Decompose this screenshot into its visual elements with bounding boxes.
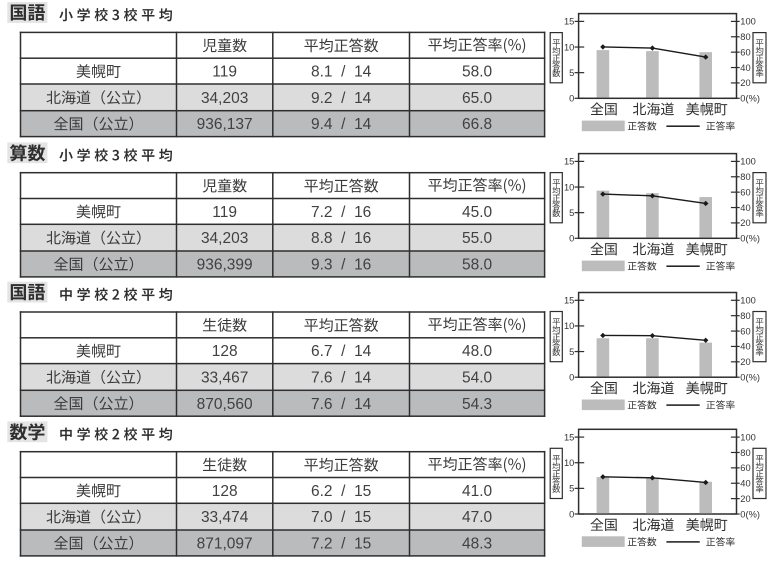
svg-text:128: 128 xyxy=(212,483,238,500)
svg-text:58.0: 58.0 xyxy=(462,64,493,81)
svg-text:0: 0 xyxy=(569,373,574,383)
svg-text:45.0: 45.0 xyxy=(462,204,493,221)
svg-text:119: 119 xyxy=(212,64,237,81)
svg-text:936,137: 936,137 xyxy=(197,116,253,133)
svg-text:0(%): 0(%) xyxy=(740,234,760,244)
svg-text:34,203: 34,203 xyxy=(201,90,248,107)
svg-text:15: 15 xyxy=(564,157,574,167)
svg-text:80: 80 xyxy=(740,32,750,42)
svg-text:5: 5 xyxy=(569,484,574,494)
svg-text:34,203: 34,203 xyxy=(201,230,248,247)
svg-text:54.3: 54.3 xyxy=(462,396,492,413)
svg-text:0(%): 0(%) xyxy=(740,373,760,383)
svg-text:871,097: 871,097 xyxy=(197,535,253,552)
svg-text:60: 60 xyxy=(740,187,750,197)
svg-text:0(%): 0(%) xyxy=(740,94,760,104)
svg-text:10: 10 xyxy=(564,458,574,468)
svg-text:65.0: 65.0 xyxy=(462,90,493,107)
svg-text:15: 15 xyxy=(564,296,574,306)
svg-text:20: 20 xyxy=(740,494,750,504)
svg-text:936,399: 936,399 xyxy=(197,256,253,273)
svg-text:10: 10 xyxy=(564,321,574,331)
svg-text:58.0: 58.0 xyxy=(462,256,493,273)
svg-text:100: 100 xyxy=(740,296,756,306)
svg-text:20: 20 xyxy=(740,218,750,228)
svg-text:15: 15 xyxy=(564,432,574,442)
svg-text:40: 40 xyxy=(740,63,750,73)
svg-text:6.2 / 15: 6.2 / 15 xyxy=(311,483,371,500)
svg-text:80: 80 xyxy=(740,311,750,321)
svg-text:7.0 / 15: 7.0 / 15 xyxy=(311,509,371,526)
svg-text:80: 80 xyxy=(740,172,750,182)
svg-text:20: 20 xyxy=(740,78,750,88)
svg-text:33,467: 33,467 xyxy=(201,369,248,386)
svg-text:119: 119 xyxy=(212,204,237,221)
svg-text:5: 5 xyxy=(569,68,574,78)
svg-text:100: 100 xyxy=(740,157,756,167)
svg-text:80: 80 xyxy=(740,448,750,458)
svg-text:40: 40 xyxy=(740,342,750,352)
svg-text:33,474: 33,474 xyxy=(201,509,249,526)
svg-text:60: 60 xyxy=(740,47,750,57)
svg-text:20: 20 xyxy=(740,357,750,367)
svg-text:0: 0 xyxy=(569,94,574,104)
svg-text:54.0: 54.0 xyxy=(462,369,493,386)
svg-text:0: 0 xyxy=(569,234,574,244)
svg-text:6.7 / 14: 6.7 / 14 xyxy=(311,343,372,360)
svg-text:55.0: 55.0 xyxy=(462,230,493,247)
svg-text:0(%): 0(%) xyxy=(740,509,760,519)
svg-text:66.8: 66.8 xyxy=(462,116,492,133)
svg-text:7.2 / 15: 7.2 / 15 xyxy=(311,535,371,552)
svg-text:40: 40 xyxy=(740,479,750,489)
svg-text:10: 10 xyxy=(564,182,574,192)
svg-text:7.6 / 14: 7.6 / 14 xyxy=(311,396,372,413)
svg-text:15: 15 xyxy=(564,17,574,27)
svg-text:9.3 / 16: 9.3 / 16 xyxy=(311,256,371,273)
svg-text:870,560: 870,560 xyxy=(197,396,253,413)
svg-text:48.3: 48.3 xyxy=(462,535,492,552)
svg-text:40: 40 xyxy=(740,203,750,213)
svg-text:100: 100 xyxy=(740,17,756,27)
svg-text:100: 100 xyxy=(740,432,756,442)
svg-text:10: 10 xyxy=(564,42,574,52)
svg-text:5: 5 xyxy=(569,347,574,357)
svg-text:9.4 / 14: 9.4 / 14 xyxy=(311,116,372,133)
svg-text:7.6 / 14: 7.6 / 14 xyxy=(311,369,372,386)
svg-text:5: 5 xyxy=(569,208,574,218)
svg-text:8.8 / 16: 8.8 / 16 xyxy=(311,230,371,247)
svg-text:7.2 / 16: 7.2 / 16 xyxy=(311,204,371,221)
svg-text:128: 128 xyxy=(212,343,238,360)
svg-text:41.0: 41.0 xyxy=(462,483,493,500)
svg-text:9.2 / 14: 9.2 / 14 xyxy=(311,90,372,107)
svg-text:60: 60 xyxy=(740,326,750,336)
svg-text:8.1 / 14: 8.1 / 14 xyxy=(311,64,372,81)
svg-text:60: 60 xyxy=(740,463,750,473)
svg-text:0: 0 xyxy=(569,509,574,519)
svg-text:48.0: 48.0 xyxy=(462,343,493,360)
svg-text:47.0: 47.0 xyxy=(462,509,493,526)
